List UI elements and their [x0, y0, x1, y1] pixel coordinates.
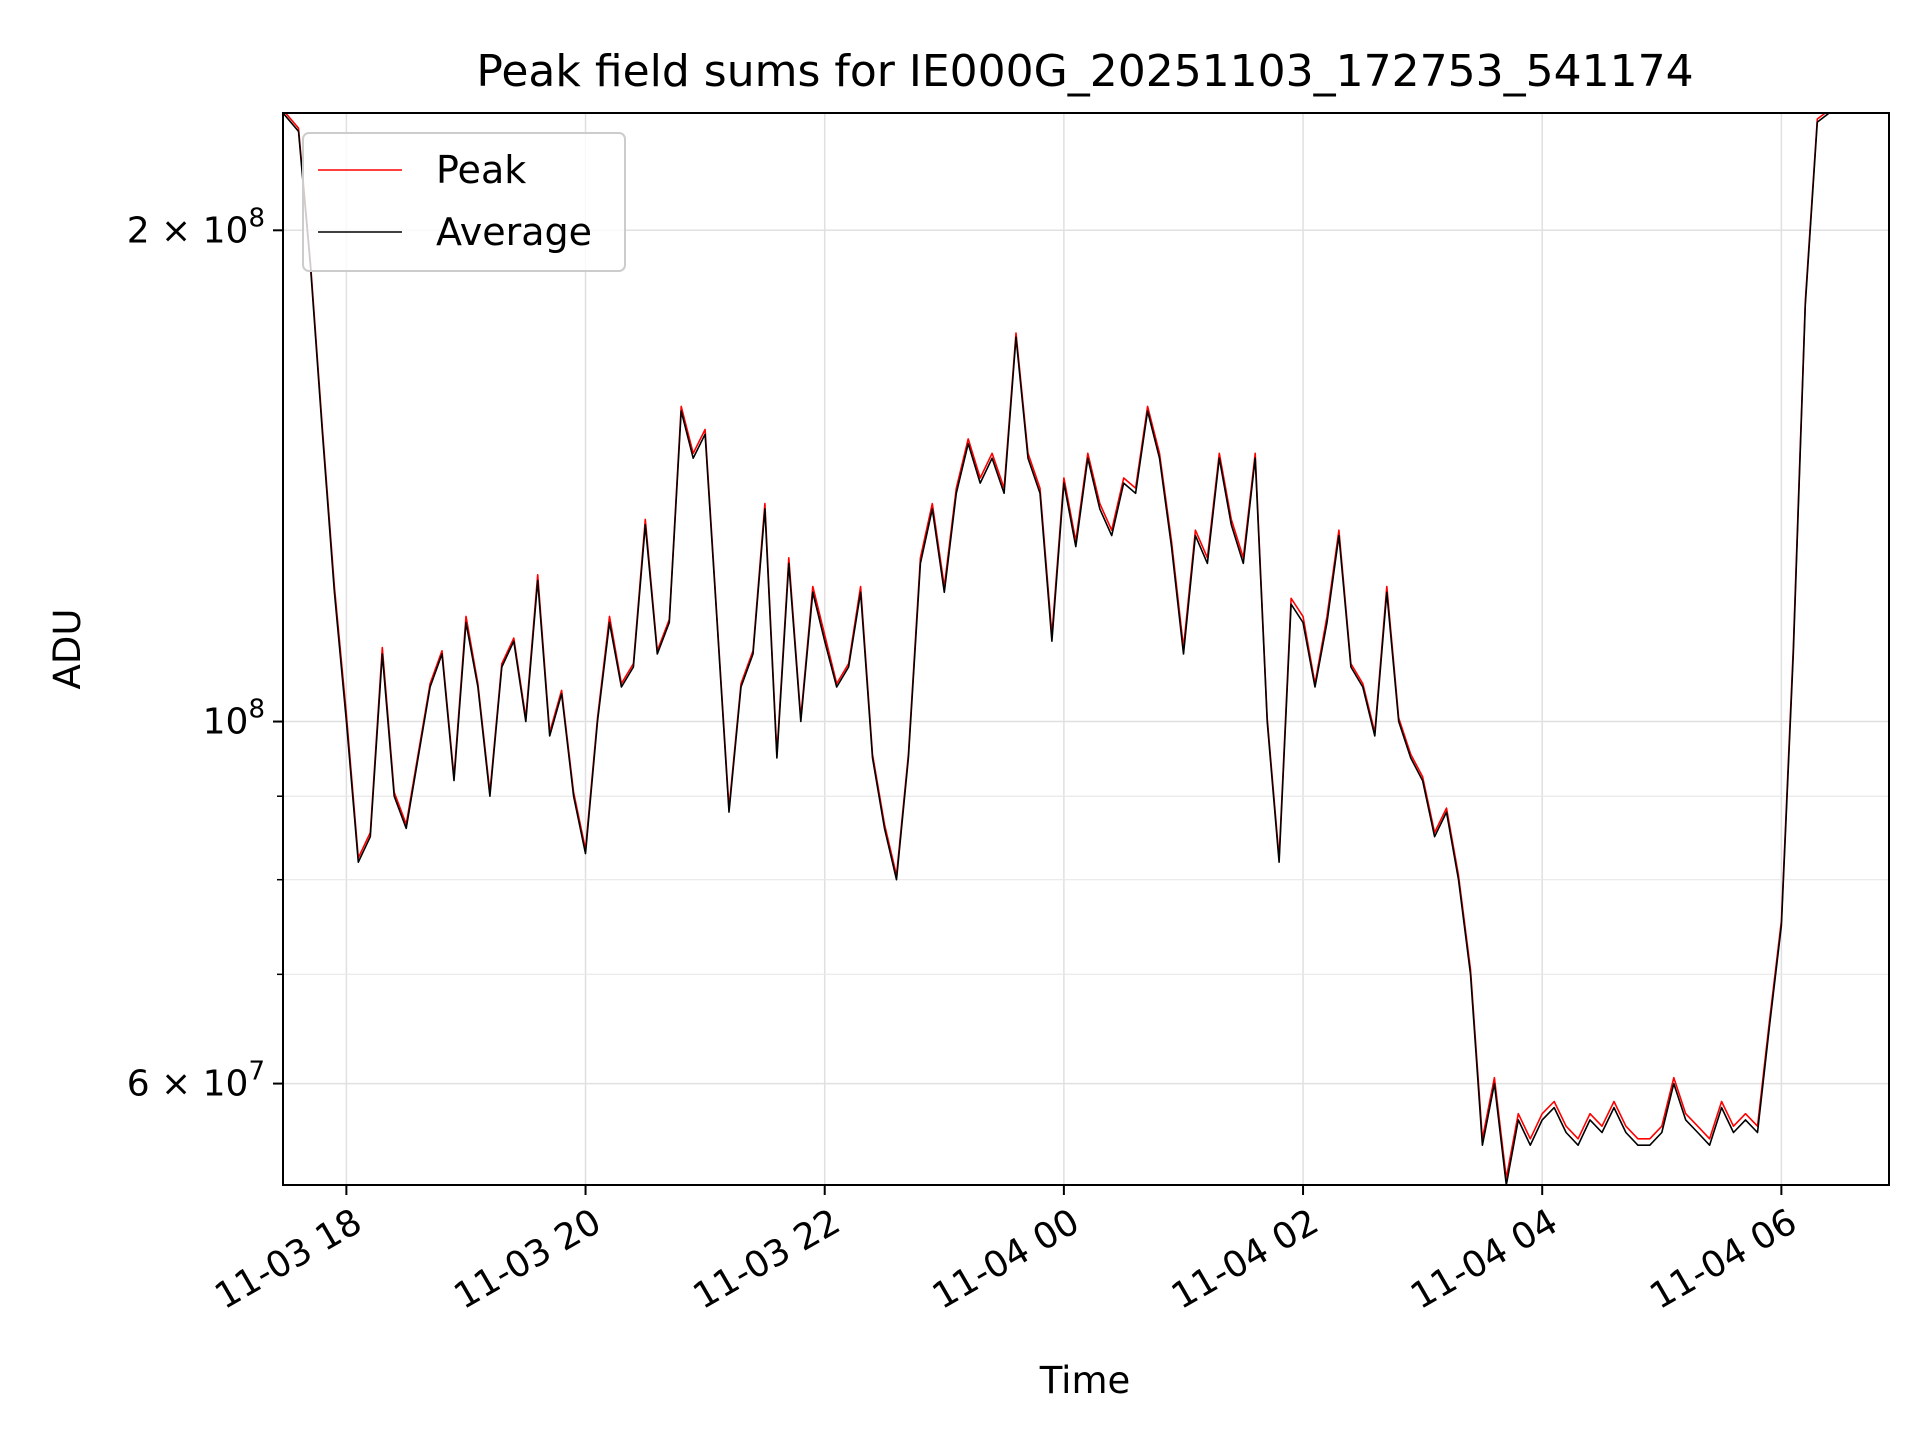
- y-tick-exponent: 8: [248, 203, 265, 233]
- y-tick-base: 2 × 10: [127, 210, 249, 251]
- y-tick-label: 2 × 108: [127, 203, 265, 251]
- x-axis-label: Time: [1039, 1359, 1131, 1402]
- series-average-line: [283, 113, 1830, 1185]
- legend: Peak Average: [302, 132, 626, 272]
- y-axis-label: ADU: [46, 609, 89, 690]
- series-layer: [283, 113, 1830, 1185]
- y-tick-base: 6 × 10: [127, 1064, 249, 1105]
- plot-frame: [282, 112, 1890, 1186]
- y-tick-exponent: 8: [248, 695, 265, 725]
- legend-peak-label: Peak: [436, 148, 526, 192]
- grid-layer: [283, 113, 1889, 1185]
- y-tick-base: 10: [203, 702, 249, 743]
- y-tick-label: 6 × 107: [127, 1057, 265, 1105]
- chart-title: Peak field sums for IE000G_20251103_1727…: [476, 46, 1693, 97]
- y-tick-exponent: 7: [248, 1057, 265, 1087]
- y-tick-label: 108: [203, 695, 265, 743]
- legend-average-label: Average: [436, 210, 592, 254]
- legend-box: [302, 132, 626, 272]
